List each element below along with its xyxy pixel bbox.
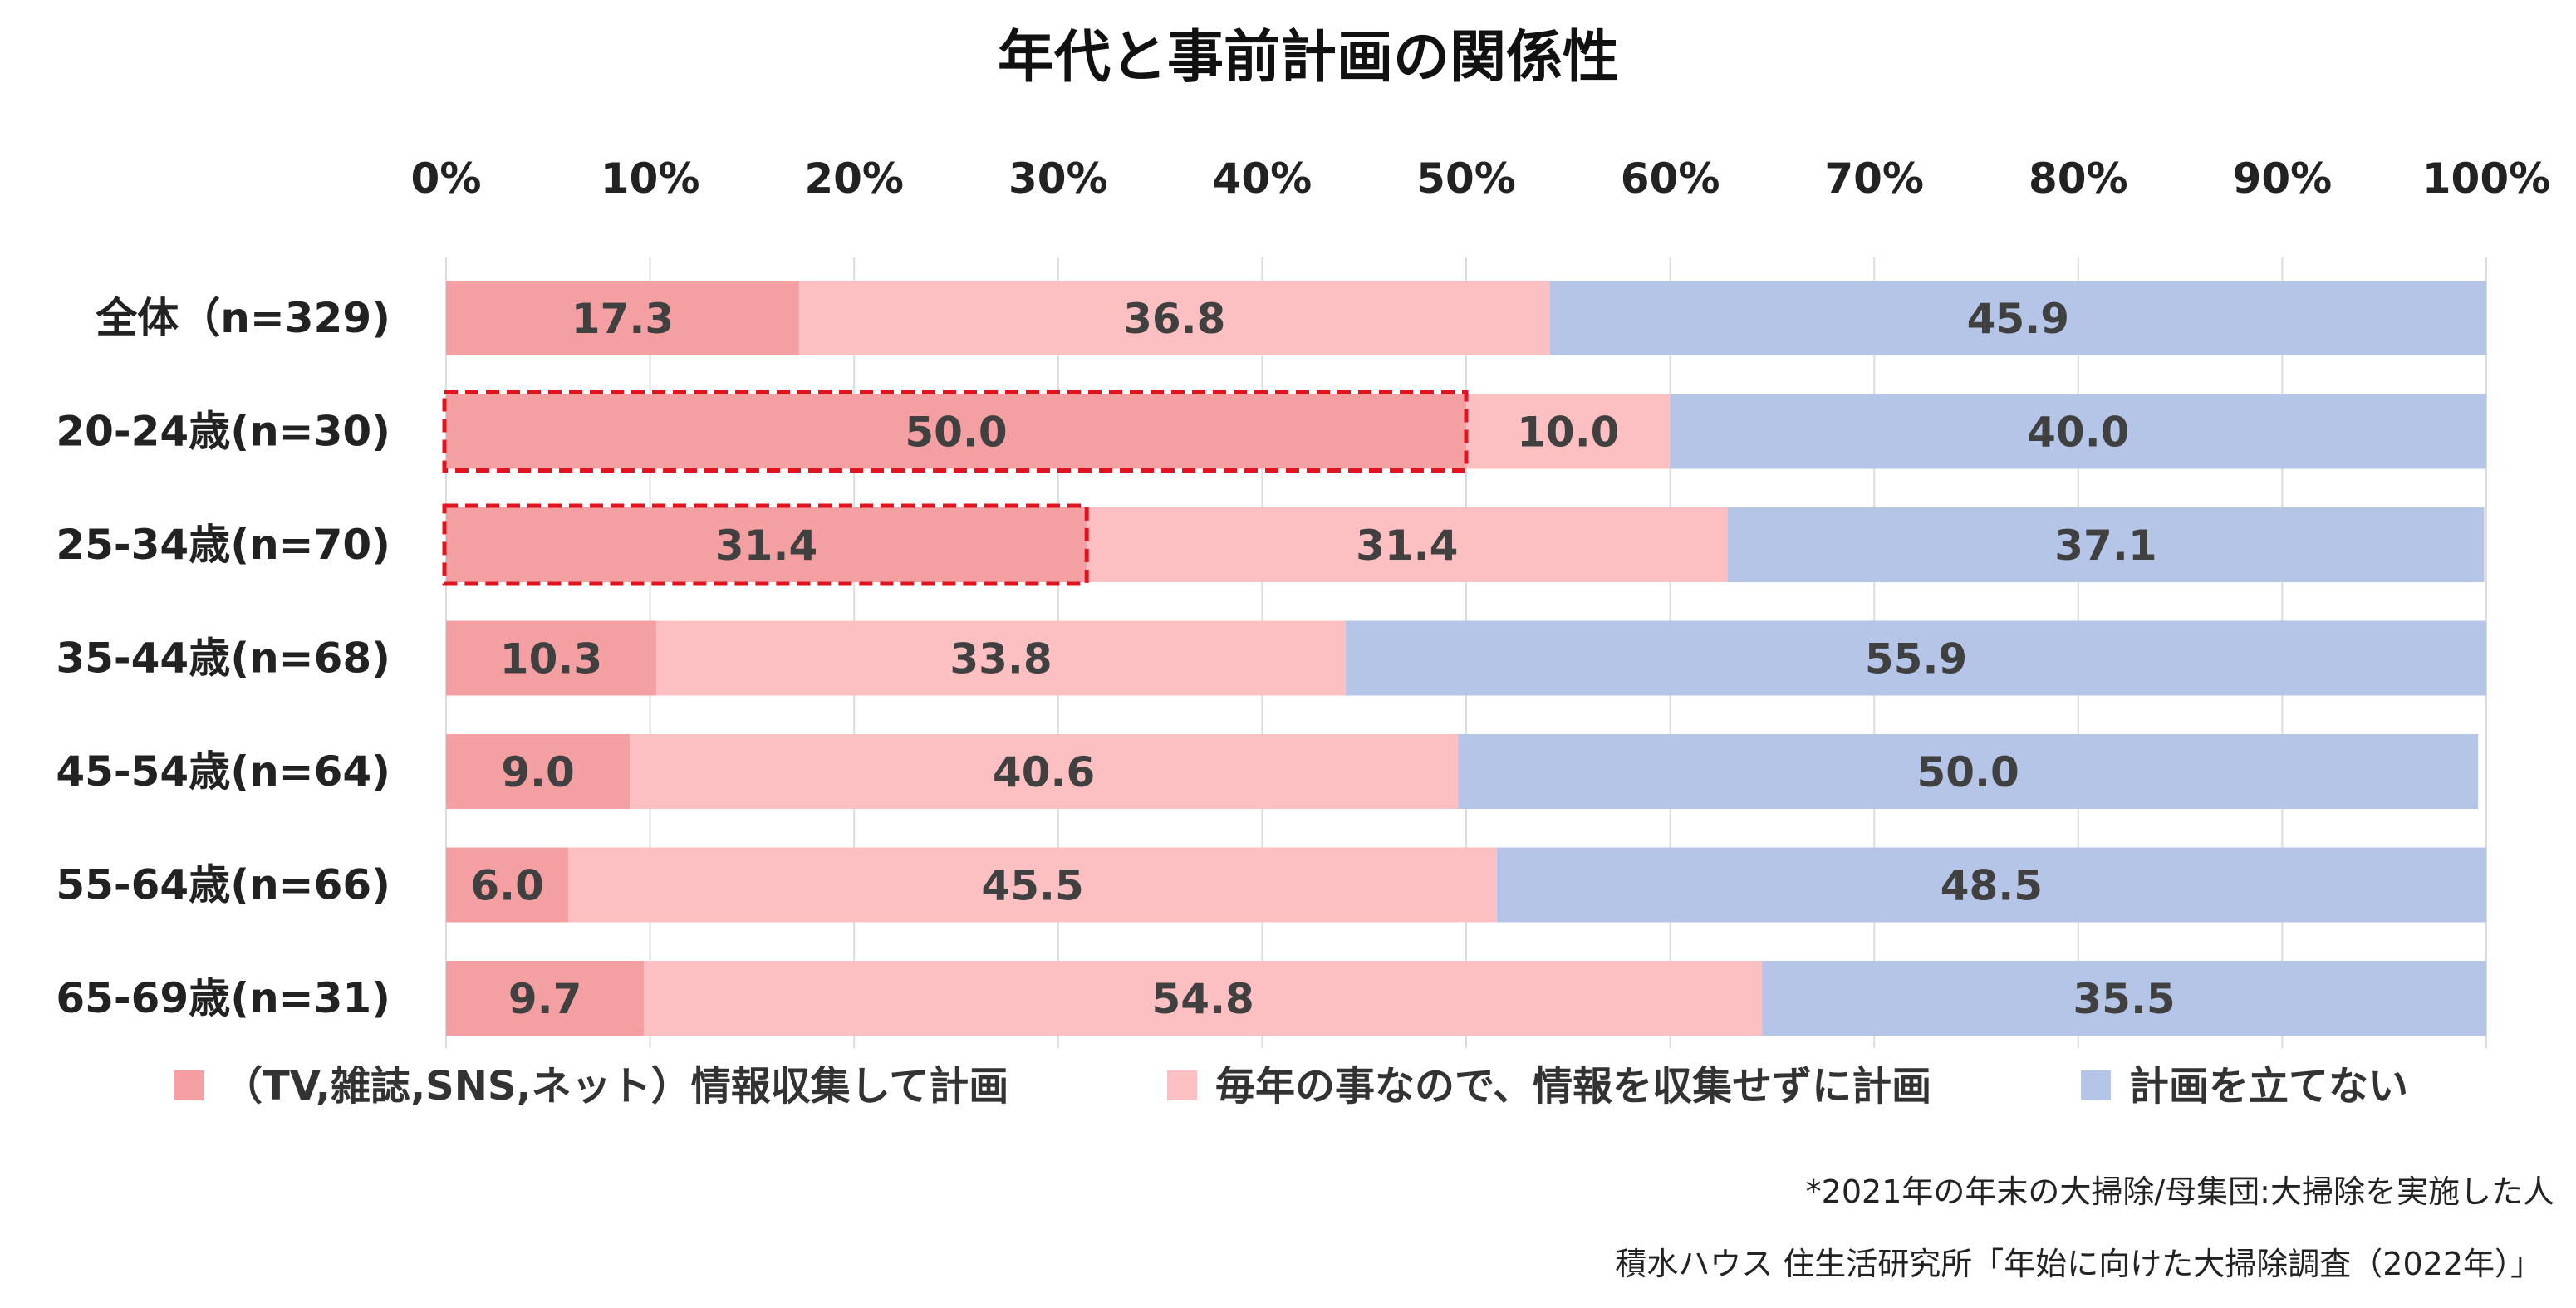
- x-tick-label: 90%: [2233, 154, 2333, 203]
- x-tick-label: 0%: [411, 154, 482, 203]
- bar-segment: [1670, 394, 2486, 469]
- data-label: 45.9: [1967, 295, 2069, 343]
- footnote-source: 積水ハウス 住生活研究所「年始に向けた大掃除調査（2022年）」: [1615, 1246, 2542, 1282]
- x-tick-label: 70%: [1824, 154, 1924, 203]
- bar-segment: [446, 847, 569, 923]
- data-label: 36.8: [1123, 295, 1225, 343]
- bar-segment: [1727, 507, 2485, 582]
- data-label: 45.5: [981, 862, 1083, 910]
- data-label: 40.0: [2027, 409, 2129, 457]
- bar-segment: [446, 507, 1087, 582]
- bar-segment: [644, 961, 1763, 1036]
- data-label: 40.6: [993, 748, 1095, 796]
- data-label: 35.5: [2073, 975, 2175, 1023]
- legend-label: 毎年の事なので、情報を収集せずに計画: [1215, 1063, 1931, 1110]
- chart-title: 年代と事前計画の関係性: [998, 25, 1619, 91]
- data-label: 50.0: [1916, 748, 2019, 796]
- x-tick-label: 60%: [1621, 154, 1720, 203]
- bar-segment: [630, 734, 1459, 809]
- bar-segment: [446, 961, 645, 1036]
- data-label: 17.3: [572, 295, 674, 343]
- highlight-boxes: [442, 390, 1469, 586]
- data-label: 48.5: [1941, 862, 2043, 910]
- data-label: 55.9: [1865, 635, 1967, 683]
- x-tick-label: 20%: [804, 154, 904, 203]
- bar-segment: [655, 620, 1347, 696]
- x-tick-label: 40%: [1213, 154, 1313, 203]
- x-tick-label: 30%: [1008, 154, 1108, 203]
- category-label: 全体（n=329): [95, 294, 390, 342]
- bar-segment: [446, 394, 1466, 469]
- x-tick-label: 50%: [1416, 154, 1516, 203]
- highlight-box: [442, 503, 1089, 586]
- legend-label: 計画を立てない: [2129, 1063, 2408, 1110]
- x-tick-label: 100%: [2422, 154, 2550, 203]
- bar-segment: [1466, 394, 1671, 469]
- data-label: 50.0: [905, 409, 1007, 457]
- legend-swatch: [1167, 1070, 1197, 1100]
- bar-segment: [1458, 734, 2479, 809]
- legend: （TV,雑誌,SNS,ネット）情報収集して計画 毎年の事なので、情報を収集せずに計…: [174, 1063, 2408, 1110]
- category-labels: 全体（n=329) 20-24歳(n=30) 25-34歳(n=70) 35-44歳(…: [56, 294, 390, 1022]
- x-tick-label: 10%: [601, 154, 700, 203]
- data-label: 6.0: [470, 862, 544, 910]
- data-label: 31.4: [1356, 522, 1458, 570]
- bar-segment: [446, 734, 631, 809]
- x-axis-ticks: 0% 10% 20% 30% 40% 50% 60% 70% 80% 90% 100%: [411, 154, 2551, 203]
- legend-swatch: [2081, 1070, 2111, 1100]
- bar-segment: [1496, 847, 2486, 923]
- bar-segment: [798, 281, 1550, 355]
- highlight-box: [442, 390, 1469, 473]
- data-label: 10.0: [1517, 409, 1619, 457]
- category-label: 45-54歳(n=64): [56, 747, 390, 796]
- category-label: 20-24歳(n=30): [56, 408, 390, 456]
- data-labels: 17.3 36.8 45.9 50.0 10.0 40.0 31.4 31.4 37.1 10.3…: [470, 295, 2175, 1023]
- data-label: 54.8: [1151, 975, 1254, 1023]
- data-label: 9.0: [501, 748, 575, 796]
- footnote-sample: *2021年の年末の大掃除/母集団:大掃除を実施した人: [1806, 1173, 2554, 1210]
- bar-segment: [1346, 620, 2486, 696]
- category-label: 65-69歳(n=31): [56, 974, 390, 1022]
- legend-swatch: [174, 1070, 204, 1100]
- category-label: 55-64歳(n=66): [56, 861, 390, 909]
- legend-label: （TV,雑誌,SNS,ネット）情報収集して計画: [223, 1063, 1008, 1110]
- category-label: 35-44歳(n=68): [56, 634, 390, 683]
- data-label: 9.7: [508, 975, 582, 1023]
- category-label: 25-34歳(n=70): [56, 521, 390, 569]
- bar-segment: [568, 847, 1497, 923]
- data-label: 10.3: [500, 635, 602, 683]
- data-label: 37.1: [2054, 522, 2156, 570]
- bars: [446, 281, 2486, 1036]
- bar-segment: [446, 620, 656, 696]
- data-label: 33.8: [949, 635, 1052, 683]
- bar-segment: [1087, 507, 1728, 582]
- data-label: 31.4: [715, 522, 817, 570]
- bar-segment: [446, 281, 799, 355]
- x-tick-label: 80%: [2029, 154, 2128, 203]
- bar-segment: [1762, 961, 2486, 1036]
- bar-segment: [1549, 281, 2486, 355]
